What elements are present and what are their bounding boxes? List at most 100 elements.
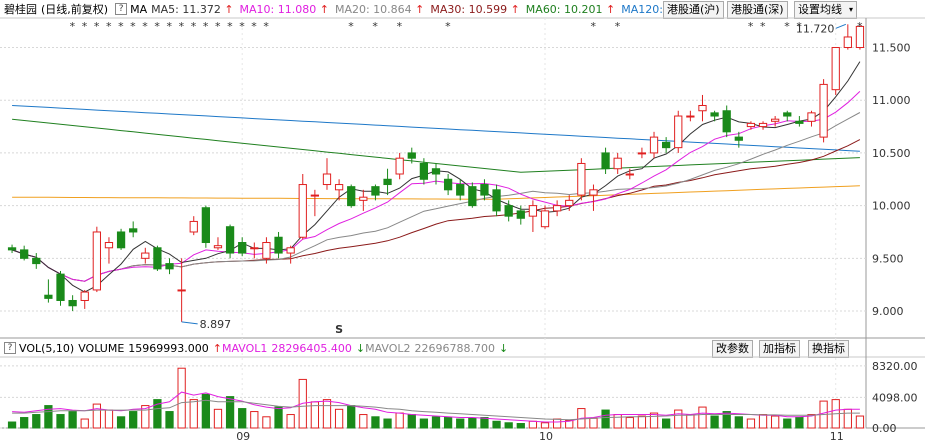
- volume-bar[interactable]: [613, 414, 622, 429]
- candle-body[interactable]: [116, 231, 126, 249]
- volume-bar[interactable]: [80, 418, 89, 429]
- candle-body[interactable]: [359, 196, 368, 201]
- volume-bar[interactable]: [843, 408, 852, 429]
- candle-body[interactable]: [407, 152, 416, 159]
- volume-bar[interactable]: [795, 417, 804, 429]
- volume-bar[interactable]: [540, 422, 550, 429]
- candle-body[interactable]: [625, 173, 634, 176]
- candle-body[interactable]: [565, 199, 574, 207]
- candle-body[interactable]: [649, 136, 659, 154]
- volume-bar[interactable]: [322, 399, 332, 429]
- volume-bar[interactable]: [516, 423, 525, 429]
- event-star-icon[interactable]: *: [615, 20, 621, 33]
- candle-body[interactable]: [674, 115, 683, 149]
- candle-body[interactable]: [286, 247, 295, 254]
- volume-bar[interactable]: [274, 406, 283, 429]
- event-star-icon[interactable]: *: [784, 20, 790, 33]
- candle-body[interactable]: [480, 184, 489, 196]
- event-star-icon[interactable]: *: [106, 20, 112, 33]
- candle-body[interactable]: [201, 207, 210, 244]
- volume-bar[interactable]: [92, 403, 101, 429]
- volume-bar[interactable]: [734, 416, 743, 429]
- volume-bar[interactable]: [649, 412, 659, 429]
- help-icon[interactable]: ?: [115, 3, 128, 15]
- candle-body[interactable]: [795, 120, 804, 124]
- volume-bar[interactable]: [528, 420, 538, 429]
- candle-body[interactable]: [552, 205, 562, 212]
- event-star-icon[interactable]: *: [203, 20, 209, 33]
- volume-bar[interactable]: [698, 406, 707, 429]
- volume-bar[interactable]: [480, 417, 489, 429]
- event-star-icon[interactable]: *: [82, 20, 88, 33]
- candle-body[interactable]: [758, 122, 768, 128]
- candle-body[interactable]: [189, 220, 198, 233]
- candle-body[interactable]: [80, 291, 89, 301]
- candle-body[interactable]: [153, 247, 162, 270]
- candle-body[interactable]: [68, 299, 77, 307]
- candle-body[interactable]: [456, 184, 465, 196]
- event-star-icon[interactable]: *: [142, 20, 148, 33]
- candle-body[interactable]: [298, 184, 307, 238]
- volume-bar[interactable]: [347, 405, 356, 429]
- candle-body[interactable]: [722, 110, 731, 133]
- volume-bar[interactable]: [565, 420, 574, 429]
- candle-body[interactable]: [819, 83, 828, 138]
- volume-bar[interactable]: [141, 405, 150, 429]
- candle-body[interactable]: [310, 194, 320, 197]
- volume-bar[interactable]: [783, 418, 792, 429]
- candle-body[interactable]: [165, 263, 174, 270]
- candle-body[interactable]: [238, 242, 247, 254]
- candle-body[interactable]: [395, 157, 404, 175]
- volume-bar[interactable]: [213, 408, 223, 429]
- candle-body[interactable]: [662, 141, 671, 149]
- candle-body[interactable]: [44, 294, 53, 299]
- candle-body[interactable]: [686, 115, 695, 118]
- candle-body[interactable]: [32, 257, 41, 265]
- volume-bar[interactable]: [662, 418, 671, 429]
- volume-bar[interactable]: [637, 415, 647, 429]
- event-star-icon[interactable]: *: [94, 20, 100, 33]
- volume-bar[interactable]: [589, 417, 598, 429]
- candle-body[interactable]: [7, 247, 17, 251]
- candle-body[interactable]: [92, 231, 101, 291]
- candle-body[interactable]: [274, 236, 283, 254]
- event-star-icon[interactable]: *: [372, 20, 378, 33]
- volume-bar[interactable]: [262, 416, 271, 429]
- candle-body[interactable]: [746, 122, 756, 128]
- candle-body[interactable]: [177, 289, 186, 292]
- volume-bar[interactable]: [20, 417, 29, 429]
- volume-bar[interactable]: [625, 417, 634, 429]
- candle-body[interactable]: [129, 228, 138, 233]
- event-star-icon[interactable]: *: [445, 20, 451, 33]
- event-star-icon[interactable]: *: [130, 20, 136, 33]
- volume-bar[interactable]: [104, 409, 114, 429]
- volume-bar[interactable]: [68, 411, 77, 429]
- volume-bar[interactable]: [201, 393, 210, 429]
- volume-bar[interactable]: [116, 416, 126, 429]
- volume-bar[interactable]: [492, 420, 501, 429]
- volume-bar[interactable]: [250, 411, 259, 429]
- volume-bar[interactable]: [56, 414, 65, 429]
- candle-body[interactable]: [250, 247, 259, 250]
- candle-body[interactable]: [613, 157, 622, 170]
- volume-bar[interactable]: [334, 408, 344, 429]
- help-icon-volume[interactable]: ?: [4, 342, 16, 354]
- candle-body[interactable]: [601, 152, 610, 170]
- candle-body[interactable]: [540, 210, 550, 228]
- volume-bar[interactable]: [395, 412, 404, 429]
- candle-body[interactable]: [843, 36, 852, 49]
- candle-body[interactable]: [807, 112, 816, 122]
- event-star-icon[interactable]: *: [590, 20, 596, 33]
- candle-body[interactable]: [831, 47, 840, 91]
- volume-bar[interactable]: [674, 409, 683, 429]
- volume-bar[interactable]: [359, 414, 368, 429]
- event-star-icon[interactable]: *: [760, 20, 766, 33]
- event-star-icon[interactable]: *: [167, 20, 173, 33]
- volume-bar[interactable]: [7, 421, 17, 429]
- volume-bar[interactable]: [686, 414, 695, 429]
- volume-bar[interactable]: [165, 411, 174, 429]
- candle-body[interactable]: [637, 152, 647, 155]
- volume-bar[interactable]: [383, 418, 392, 429]
- candle-body[interactable]: [492, 189, 501, 212]
